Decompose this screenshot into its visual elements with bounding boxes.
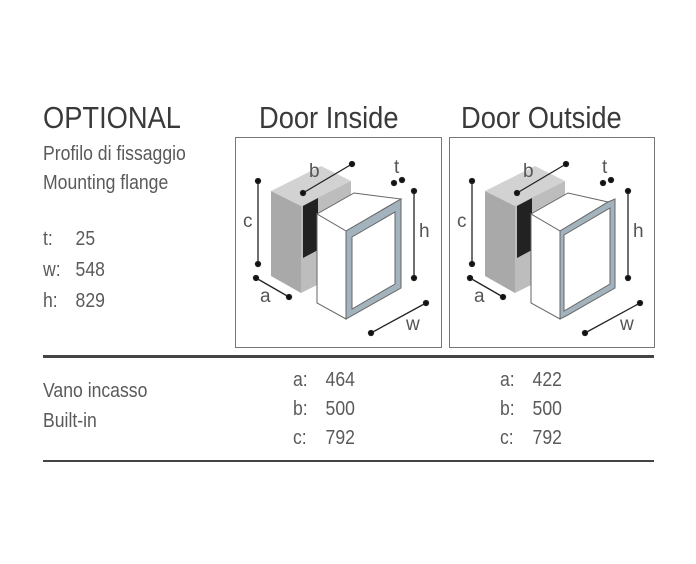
- door-inside-title: Door Inside: [259, 100, 399, 135]
- svg-text:a: a: [260, 286, 271, 307]
- svg-text:h: h: [419, 221, 430, 242]
- spec-t: t: 25: [43, 228, 96, 250]
- svg-text:a: a: [474, 286, 485, 307]
- door-outside-diagram: b t c h a w: [449, 137, 655, 348]
- svg-text:b: b: [523, 161, 534, 182]
- optional-title: OPTIONAL: [43, 100, 181, 135]
- door-outside-builtin: a: 422 b: 500 c: 792: [500, 369, 562, 449]
- svg-text:w: w: [405, 314, 420, 335]
- builtin-label-it: Vano incasso: [43, 380, 148, 402]
- door-outside-title: Door Outside: [461, 100, 622, 135]
- svg-text:c: c: [457, 211, 467, 232]
- svg-text:h: h: [633, 221, 644, 242]
- svg-text:t: t: [394, 157, 400, 178]
- spec-h: h: 829: [43, 290, 105, 312]
- spec-w: w: 548: [43, 259, 105, 281]
- door-inside-diagram: b t c h a w: [235, 137, 442, 348]
- svg-text:w: w: [619, 314, 634, 335]
- dimension-labels: b t c h a w: [457, 157, 644, 335]
- door-inside-builtin: a: 464 b: 500 c: 792: [293, 369, 355, 449]
- optional-subtitle-en: Mounting flange: [43, 172, 169, 194]
- divider-top: [43, 355, 654, 358]
- svg-text:c: c: [243, 211, 253, 232]
- divider-bottom: [43, 460, 654, 462]
- optional-subtitle-it: Profilo di fissaggio: [43, 143, 186, 165]
- dimension-labels: b t c h a w: [243, 157, 430, 335]
- door-inside-drawing: b t c h a w: [243, 157, 430, 337]
- door-outside-drawing: b t c h a w: [457, 157, 644, 337]
- svg-text:b: b: [309, 161, 320, 182]
- svg-text:t: t: [602, 157, 608, 178]
- builtin-label-en: Built-in: [43, 410, 97, 432]
